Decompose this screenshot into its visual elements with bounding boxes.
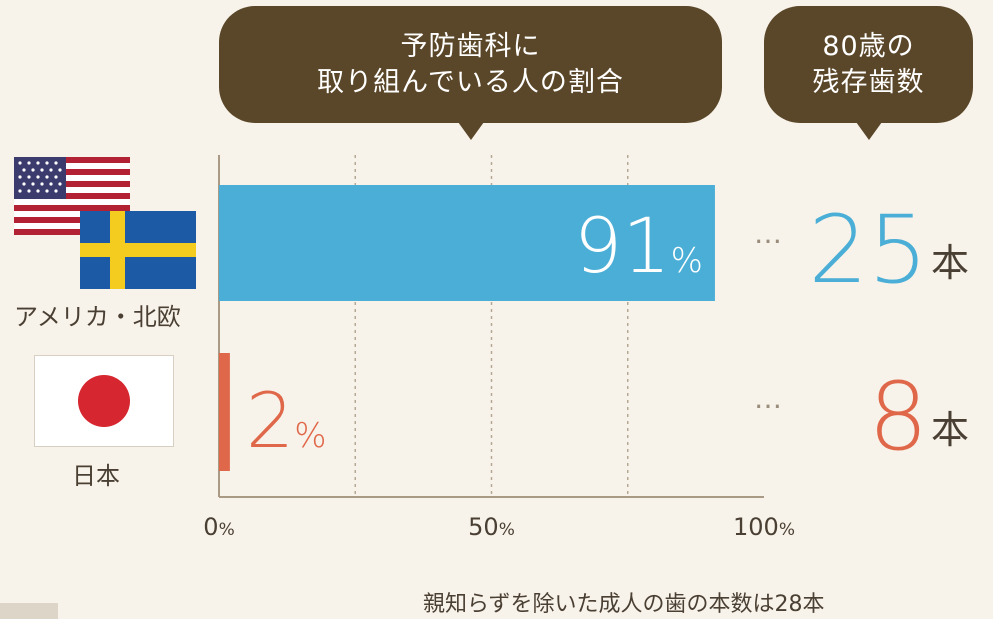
tick-number: 50 — [468, 513, 499, 541]
tick-number: 0 — [203, 513, 218, 541]
tick-unit: % — [219, 520, 235, 540]
bar-usa-north-europe — [219, 185, 715, 301]
remaining-teeth-header-bubble: 80歳の 残存歯数 — [764, 6, 973, 140]
country-label-japan: 日本 — [72, 462, 120, 490]
proportion-header-line1: 予防歯科に — [400, 30, 541, 62]
corner-decoration — [0, 603, 58, 619]
ellipsis-dots: … — [754, 217, 786, 250]
tick-unit: % — [499, 520, 515, 540]
bar-value-number: 91 — [574, 201, 671, 290]
ellipsis-dots: … — [754, 382, 786, 415]
bar-value-label: 91% — [574, 201, 703, 290]
bar-value-unit: % — [294, 416, 326, 456]
remaining-teeth-header-line1: 80歳の — [822, 30, 915, 62]
x-tick-label: 50% — [468, 513, 515, 541]
bar-value-unit: % — [671, 241, 703, 281]
bar-japan — [219, 353, 230, 471]
teeth-count-number: 8 — [868, 363, 928, 472]
sweden-flag-icon — [80, 211, 196, 289]
x-tick-label: 100% — [733, 513, 795, 541]
footnote: 親知らずを除いた成人の歯の本数は28本 — [423, 592, 825, 617]
bar-value-number: 2 — [246, 376, 294, 465]
tick-unit: % — [779, 520, 795, 540]
x-tick-label: 0% — [203, 513, 234, 541]
teeth-count-unit: 本 — [931, 408, 969, 452]
teeth-count-unit: 本 — [931, 241, 969, 285]
japan-flag-icon — [34, 355, 174, 447]
remaining-teeth-header-line2: 残存歯数 — [812, 66, 925, 98]
proportion-header-bubble: 予防歯科に 取り組んでいる人の割合 — [219, 6, 722, 140]
proportion-header-line2: 取り組んでいる人の割合 — [317, 66, 624, 98]
tick-number: 100 — [733, 513, 779, 541]
country-label-usa-north-europe: アメリカ・北欧 — [14, 303, 181, 331]
bar-value-label: 2% — [246, 376, 327, 465]
teeth-count-number: 25 — [808, 196, 928, 305]
